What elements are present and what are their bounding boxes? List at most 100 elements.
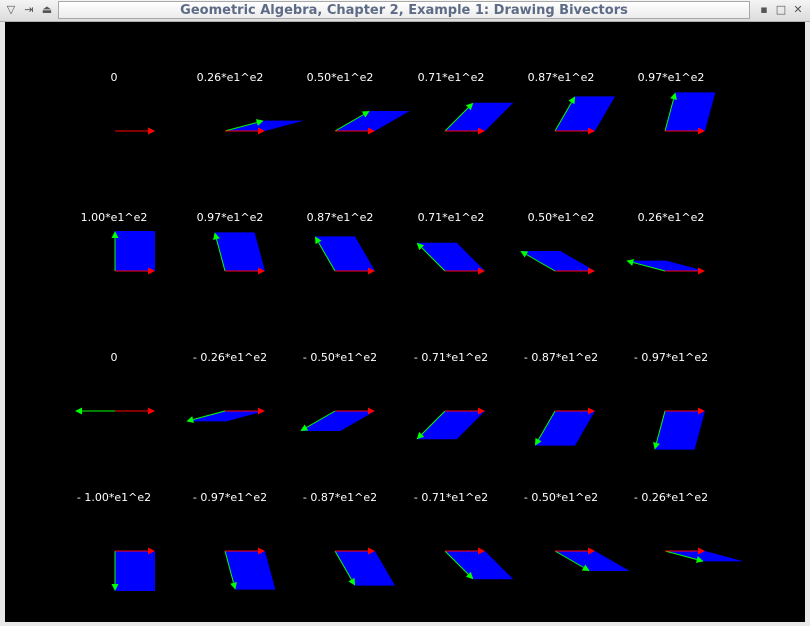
bivector-cell: 1.00*e1^e2 [81,211,155,275]
bivector-label: 0 [111,351,118,364]
bivector-label: 0.50*e1^e2 [307,71,374,84]
bivector-cell: - 0.97*e1^e2 [193,491,276,590]
e1-vector-arrow [115,547,155,555]
pin-icon[interactable]: ⇥ [24,3,34,16]
e1-vector-arrow [555,407,595,415]
e2-vector-arrow [653,410,666,450]
drawing-canvas[interactable]: 0 0.26*e1^e2 0.50*e1^e2 0.71*e1^e2 0.87*e1^e… [5,22,805,622]
bivector-label: 0.97*e1^e2 [197,211,264,224]
e2-vector-arrow [111,551,119,591]
bivector-cell: 0.26*e1^e2 [197,71,304,135]
bivector-parallelogram [445,551,514,580]
e1-vector-arrow [335,547,375,555]
e1-vector-arrow [555,267,595,275]
e1-vector-arrow [665,407,705,415]
e2-vector-arrow [111,231,119,271]
e2-vector-arrow [315,236,336,272]
bivector-label: - 0.50*e1^e2 [524,491,598,504]
bivector-parallelogram [555,551,630,571]
e2-vector-arrow [213,232,226,272]
bivector-label: 0.87*e1^e2 [528,71,595,84]
bivector-parallelogram [626,260,705,271]
e1-vector-arrow [115,267,155,275]
minimize-icon[interactable]: ▪ [760,3,768,16]
e1-vector-arrow [555,127,595,135]
bivector-cell: - 0.87*e1^e2 [303,491,395,586]
bivector-parallelogram [654,411,705,450]
bivector-cell: 0.71*e1^e2 [418,71,514,135]
bivector-cell: 0.87*e1^e2 [528,71,615,135]
bivector-parallelogram [115,551,155,591]
bivector-label: - 0.71*e1^e2 [414,491,488,504]
bivector-cell: 0 [75,351,155,415]
bivector-parallelogram [300,411,375,431]
e2-vector-arrow [334,111,370,132]
bivector-cell: - 0.71*e1^e2 [414,491,514,580]
bivector-label: - 0.26*e1^e2 [634,491,708,504]
e2-vector-arrow [300,410,336,431]
e1-vector-arrow [225,547,265,555]
bivector-parallelogram [416,242,485,271]
bivector-parallelogram [225,120,304,131]
window-title: Geometric Algebra, Chapter 2, Example 1:… [180,3,628,18]
e2-vector-arrow [554,96,575,132]
e2-vector-arrow [75,407,115,415]
bivector-cell: - 0.87*e1^e2 [524,351,598,446]
bivector-cell: 0 [111,71,155,135]
e1-vector-arrow [335,127,375,135]
e2-vector-arrow [416,242,446,272]
bivector-label: 0.50*e1^e2 [528,211,595,224]
e2-vector-arrow [664,92,677,132]
bivector-parallelogram [225,551,276,590]
e1-vector-arrow [335,267,375,275]
e1-vector-arrow [225,127,265,135]
maximize-icon[interactable]: □ [775,3,787,16]
title-bar[interactable]: ▽ ⇥ ⏏ Geometric Algebra, Chapter 2, Exam… [0,0,810,22]
bivector-label: 0.87*e1^e2 [307,211,374,224]
bivector-parallelogram [115,231,155,271]
e1-vector-arrow [115,127,155,135]
bivector-parallelogram [520,251,595,271]
e2-vector-arrow [224,550,237,590]
bivector-parallelogram [335,551,395,586]
bivector-cell: 0.97*e1^e2 [638,71,716,135]
bivector-parallelogram [335,111,410,131]
bivector-label: 0.26*e1^e2 [197,71,264,84]
bivector-plot: 0 0.26*e1^e2 0.50*e1^e2 0.71*e1^e2 0.87*e1^e… [75,71,744,591]
bivector-label: 0.26*e1^e2 [638,211,705,224]
bivector-label: 1.00*e1^e2 [81,211,148,224]
close-icon[interactable]: ✕ [793,3,803,16]
bivector-cell: - 1.00*e1^e2 [77,491,155,591]
e2-vector-arrow [535,410,556,446]
e1-vector-arrow [555,547,595,555]
bivector-parallelogram [416,411,485,440]
bivector-cell: 0.50*e1^e2 [307,71,410,135]
e2-vector-arrow [334,550,355,586]
bivector-label: 0.97*e1^e2 [638,71,705,84]
window-border [805,22,810,626]
bivector-parallelogram [555,96,615,131]
bivector-cell: - 0.26*e1^e2 [634,491,744,563]
bivector-label: - 0.87*e1^e2 [524,351,598,364]
bivector-parallelogram [315,236,375,271]
e2-vector-arrow [224,119,264,132]
e1-vector-arrow [665,127,705,135]
e2-vector-arrow [626,259,666,272]
bivector-label: 0.71*e1^e2 [418,211,485,224]
e2-vector-arrow [520,251,556,272]
bivector-cell: - 0.50*e1^e2 [524,491,630,571]
e2-vector-arrow [416,410,446,440]
e1-vector-arrow [445,267,485,275]
e2-vector-arrow [444,102,474,132]
bivector-cell: 0.50*e1^e2 [520,211,595,275]
e1-vector-arrow [445,407,485,415]
e1-vector-arrow [335,407,375,415]
bivector-cell: - 0.97*e1^e2 [634,351,708,450]
bivector-parallelogram [445,102,514,131]
bivector-label: - 0.26*e1^e2 [193,351,267,364]
bivector-label: - 1.00*e1^e2 [77,491,151,504]
bivector-parallelogram [186,411,265,422]
shade-icon[interactable]: ⏏ [41,3,53,16]
menu-down-icon[interactable]: ▽ [6,3,16,16]
